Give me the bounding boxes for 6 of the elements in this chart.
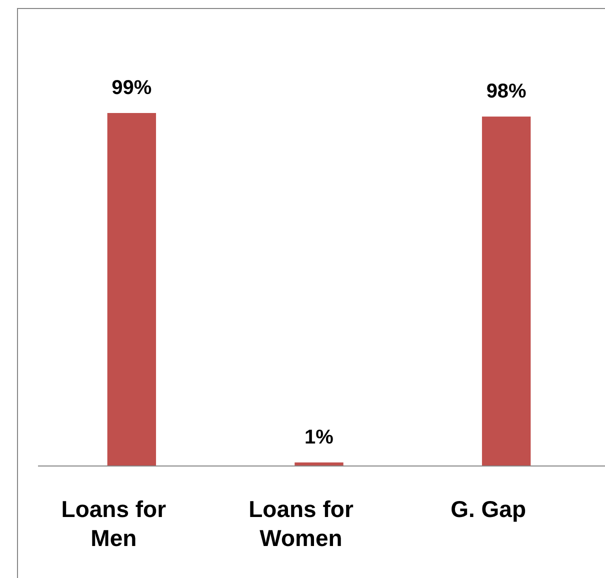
x-tick-label: Loans for Men (61, 496, 166, 551)
x-tick-label: Loans for Women (248, 496, 354, 551)
data-label: 1% (304, 426, 334, 448)
data-label: 98% (486, 80, 527, 103)
data-label: 99% (112, 77, 152, 99)
x-tick-label: G. Gap (450, 496, 526, 522)
